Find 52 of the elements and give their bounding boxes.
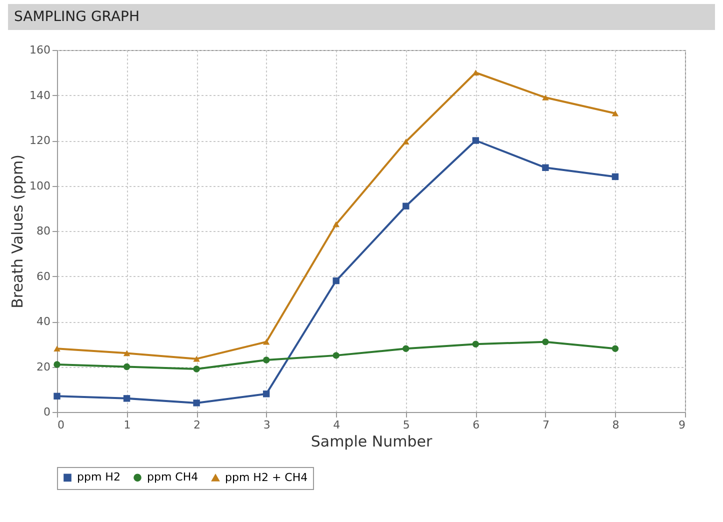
- point: [54, 346, 60, 352]
- y-tick-label: 140: [30, 88, 50, 102]
- point: [542, 338, 549, 346]
- point: [193, 356, 200, 362]
- point: [332, 352, 340, 359]
- point: [54, 361, 60, 368]
- point: [332, 221, 340, 228]
- x-tick-label: 6: [472, 418, 480, 432]
- point: [193, 400, 200, 406]
- y-tick-label: 60: [36, 270, 50, 283]
- x-tick-label: 7: [542, 418, 550, 432]
- point: [472, 340, 480, 348]
- point: [402, 138, 410, 145]
- point: [542, 94, 549, 100]
- x-axis-title: Sample Number: [310, 432, 433, 450]
- x-tick-label: 5: [402, 418, 410, 432]
- y-tick-label: 160: [30, 44, 50, 56]
- legend-label: ppm CH4: [147, 470, 198, 484]
- point: [123, 363, 130, 370]
- point: [402, 202, 410, 210]
- x-tick-label: 2: [194, 418, 201, 432]
- point: [123, 395, 130, 402]
- point: [612, 345, 619, 352]
- point: [612, 173, 619, 180]
- x-tick-label: 3: [263, 418, 270, 432]
- point: [332, 277, 340, 284]
- x-tick-label: 9: [678, 418, 686, 432]
- y-axis-title: Breath Values (ppm): [8, 154, 27, 308]
- point: [262, 356, 270, 364]
- x-tick-label: 1: [124, 418, 131, 432]
- y-tick-label: 120: [30, 134, 50, 147]
- point: [612, 110, 619, 116]
- y-tick-label: 0: [44, 406, 50, 418]
- point: [262, 338, 270, 345]
- y-tick-label: 20: [36, 360, 50, 374]
- x-tick-label: 8: [612, 418, 620, 432]
- legend-label: ppm H2: [77, 470, 120, 484]
- point: [54, 392, 60, 400]
- y-tick-label: 80: [36, 224, 50, 238]
- point: [262, 390, 270, 398]
- legend-label: ppm H2 + CH4: [225, 470, 308, 484]
- x-tick-label: 0: [58, 418, 64, 432]
- point: [193, 366, 200, 372]
- y-tick-label: 100: [30, 179, 50, 192]
- chart-title: SAMPLING GRAPH: [8, 4, 715, 30]
- point: [472, 137, 480, 144]
- y-tick-label: 40: [36, 315, 50, 328]
- point: [123, 350, 130, 356]
- point: [542, 164, 549, 172]
- point: [472, 70, 480, 76]
- x-tick-label: 4: [333, 418, 340, 432]
- point: [402, 345, 410, 352]
